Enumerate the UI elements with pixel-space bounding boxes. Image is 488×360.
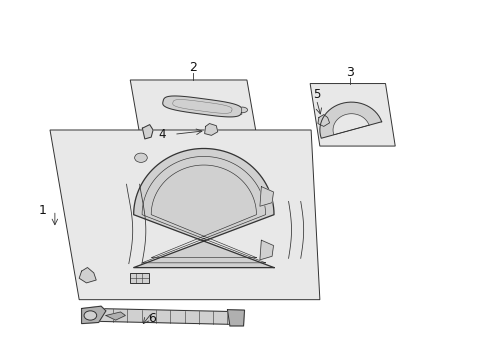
Circle shape [84, 311, 97, 320]
Polygon shape [259, 186, 273, 206]
Text: 2: 2 [189, 61, 197, 74]
Polygon shape [50, 130, 319, 300]
Text: 6: 6 [148, 312, 156, 325]
Bar [130, 273, 148, 283]
Text: 3: 3 [346, 66, 354, 79]
Text: 1: 1 [39, 204, 46, 217]
Polygon shape [309, 84, 394, 146]
Polygon shape [163, 96, 242, 117]
Polygon shape [106, 312, 125, 320]
Polygon shape [319, 102, 381, 138]
Polygon shape [204, 123, 217, 135]
Polygon shape [142, 125, 153, 139]
Circle shape [134, 153, 147, 162]
Polygon shape [317, 114, 329, 126]
Polygon shape [133, 149, 273, 267]
Text: 5: 5 [312, 88, 320, 101]
Polygon shape [241, 107, 247, 114]
Polygon shape [79, 267, 96, 283]
Polygon shape [259, 240, 273, 260]
Text: 4: 4 [158, 128, 165, 141]
Polygon shape [227, 310, 244, 326]
Polygon shape [95, 309, 229, 324]
Polygon shape [81, 306, 106, 324]
Polygon shape [130, 80, 259, 150]
